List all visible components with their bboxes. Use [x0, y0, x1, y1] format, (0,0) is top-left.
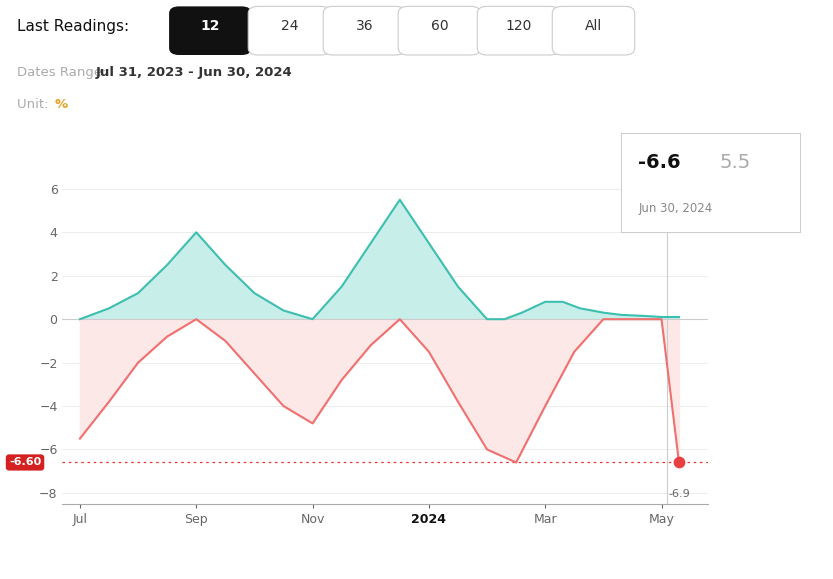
Text: 36: 36: [356, 19, 373, 33]
Text: All: All: [585, 19, 602, 33]
Text: Unit:: Unit:: [17, 98, 52, 111]
Text: -6.6: -6.6: [638, 153, 681, 172]
Text: 12: 12: [201, 19, 220, 33]
Text: Jun 30, 2024: Jun 30, 2024: [638, 202, 713, 215]
Text: 120: 120: [506, 19, 531, 33]
Text: Jul 31, 2023 - Jun 30, 2024: Jul 31, 2023 - Jun 30, 2024: [96, 66, 292, 79]
Text: 24: 24: [281, 19, 298, 33]
Text: 60: 60: [431, 19, 448, 33]
Text: 5.5: 5.5: [719, 153, 751, 172]
Point: [672, 458, 686, 467]
Text: %: %: [54, 98, 67, 111]
Text: Dates Range:: Dates Range:: [17, 66, 111, 79]
Text: Last Readings:: Last Readings:: [17, 19, 129, 34]
Text: -6.9: -6.9: [668, 489, 690, 499]
Text: -6.60: -6.60: [9, 457, 41, 467]
